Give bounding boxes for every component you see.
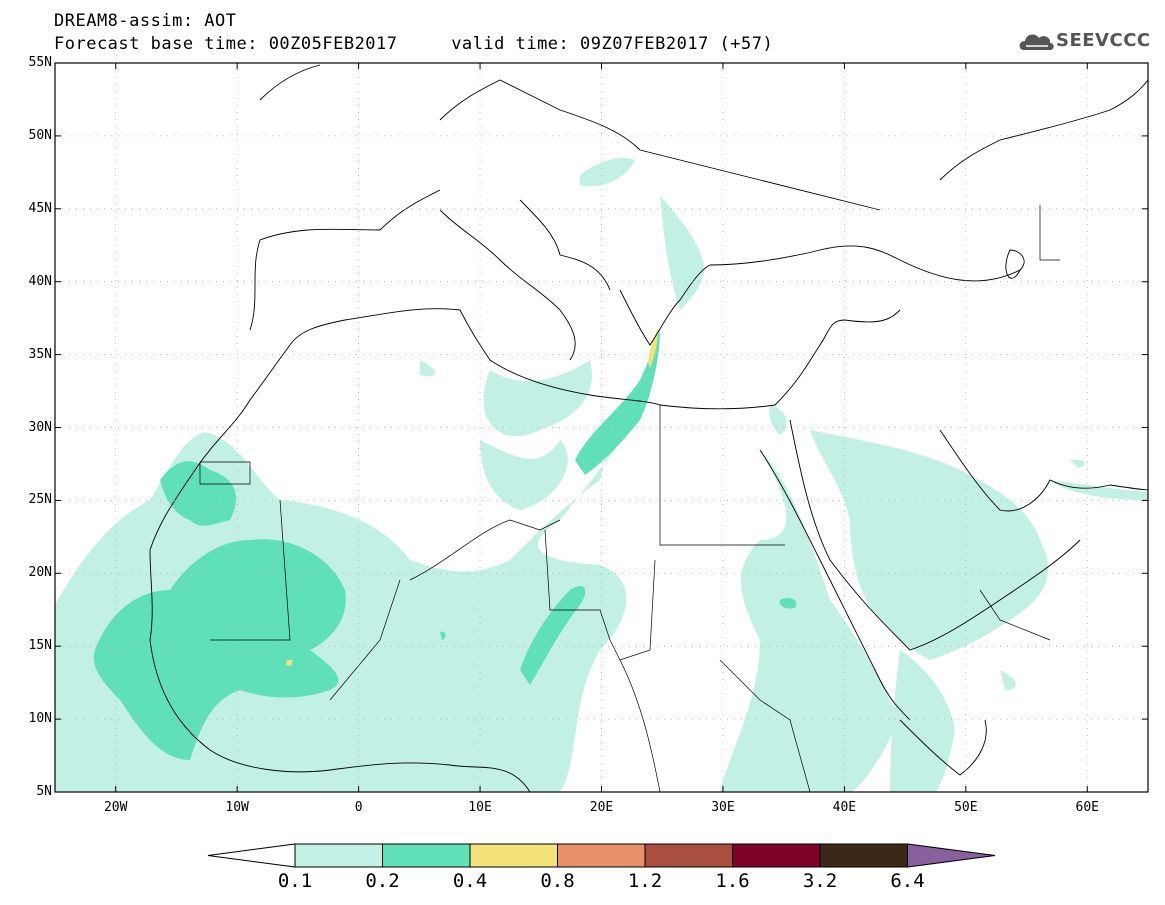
colorbar-label: 3.2 xyxy=(802,870,838,892)
lat-label: 40N xyxy=(28,273,52,289)
lon-label: 10W xyxy=(225,800,249,815)
colorbar-label: 1.6 xyxy=(715,870,750,892)
logo-text: SEEVCCC xyxy=(1056,30,1151,51)
lat-label: 55N xyxy=(28,55,52,70)
lat-label: 10N xyxy=(28,711,52,727)
colorbar-swatch xyxy=(732,843,821,868)
lat-label: 50N xyxy=(28,127,52,143)
colorbar-swatch xyxy=(819,843,908,868)
colorbar-swatch xyxy=(469,843,558,868)
lon-label: 30E xyxy=(711,800,735,815)
chart-title: DREAM8-assim: AOT xyxy=(54,11,237,31)
lat-label: 45N xyxy=(28,200,52,216)
axis-ticks xyxy=(55,62,1148,793)
lat-label: 20N xyxy=(28,565,52,581)
lon-label: 40E xyxy=(832,800,857,815)
colorbar-label: 0.2 xyxy=(365,870,400,892)
lon-label: 20W xyxy=(103,800,128,815)
colorbar-label: 6.4 xyxy=(890,870,925,892)
lon-label: 0 xyxy=(354,800,363,815)
lon-label: 10E xyxy=(468,800,492,815)
chart-subtitle: Forecast base time: 00Z05FEB2017 valid t… xyxy=(54,34,774,54)
lat-label: 30N xyxy=(28,419,52,435)
lat-label: 25N xyxy=(28,492,52,508)
colorbar-swatch xyxy=(557,843,646,868)
lon-label: 60E xyxy=(1075,800,1099,815)
colorbar-label: 0.4 xyxy=(452,870,488,892)
aot-medium-areas xyxy=(93,330,797,760)
colorbar-upper-arrow xyxy=(907,843,996,868)
aot-high-areas xyxy=(286,328,658,666)
aot-field xyxy=(55,158,1148,792)
lon-label: 50E xyxy=(954,800,978,815)
colorbar-swatch xyxy=(644,843,733,868)
borders xyxy=(199,205,1060,792)
lat-label: 35N xyxy=(28,346,52,362)
coastlines xyxy=(149,64,1148,792)
colorbar-lower-arrow xyxy=(207,843,296,868)
colorbar xyxy=(207,843,996,868)
colorbar-label: 1.2 xyxy=(627,870,663,892)
lon-label: 20E xyxy=(589,800,614,815)
lat-label: 5N xyxy=(36,784,52,799)
colorbar-swatch xyxy=(382,843,471,868)
colorbar-swatch xyxy=(294,843,383,868)
colorbar-label: 0.8 xyxy=(540,870,575,892)
graticule xyxy=(55,63,1148,792)
cloud-logo-icon xyxy=(1019,34,1054,50)
lat-label: 15N xyxy=(28,638,52,654)
colorbar-label: 0.1 xyxy=(277,870,313,892)
